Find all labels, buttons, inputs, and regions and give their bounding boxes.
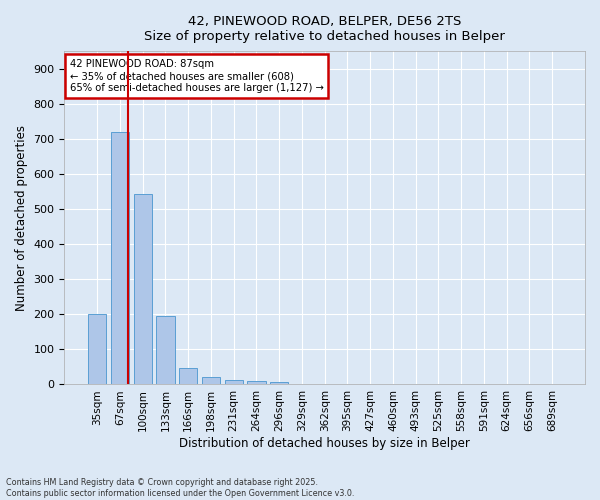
Text: 42 PINEWOOD ROAD: 87sqm
← 35% of detached houses are smaller (608)
65% of semi-d: 42 PINEWOOD ROAD: 87sqm ← 35% of detache…: [70, 60, 323, 92]
Bar: [157, 316, 175, 384]
Bar: [134, 194, 152, 384]
X-axis label: Distribution of detached houses by size in Belper: Distribution of detached houses by size …: [179, 437, 470, 450]
Bar: [179, 368, 197, 384]
Y-axis label: Number of detached properties: Number of detached properties: [15, 125, 28, 311]
Bar: [202, 378, 220, 384]
Bar: [270, 382, 288, 384]
Bar: [88, 314, 106, 384]
Bar: [247, 381, 266, 384]
Bar: [224, 380, 243, 384]
Text: Contains HM Land Registry data © Crown copyright and database right 2025.
Contai: Contains HM Land Registry data © Crown c…: [6, 478, 355, 498]
Title: 42, PINEWOOD ROAD, BELPER, DE56 2TS
Size of property relative to detached houses: 42, PINEWOOD ROAD, BELPER, DE56 2TS Size…: [144, 15, 505, 43]
Bar: [111, 132, 129, 384]
